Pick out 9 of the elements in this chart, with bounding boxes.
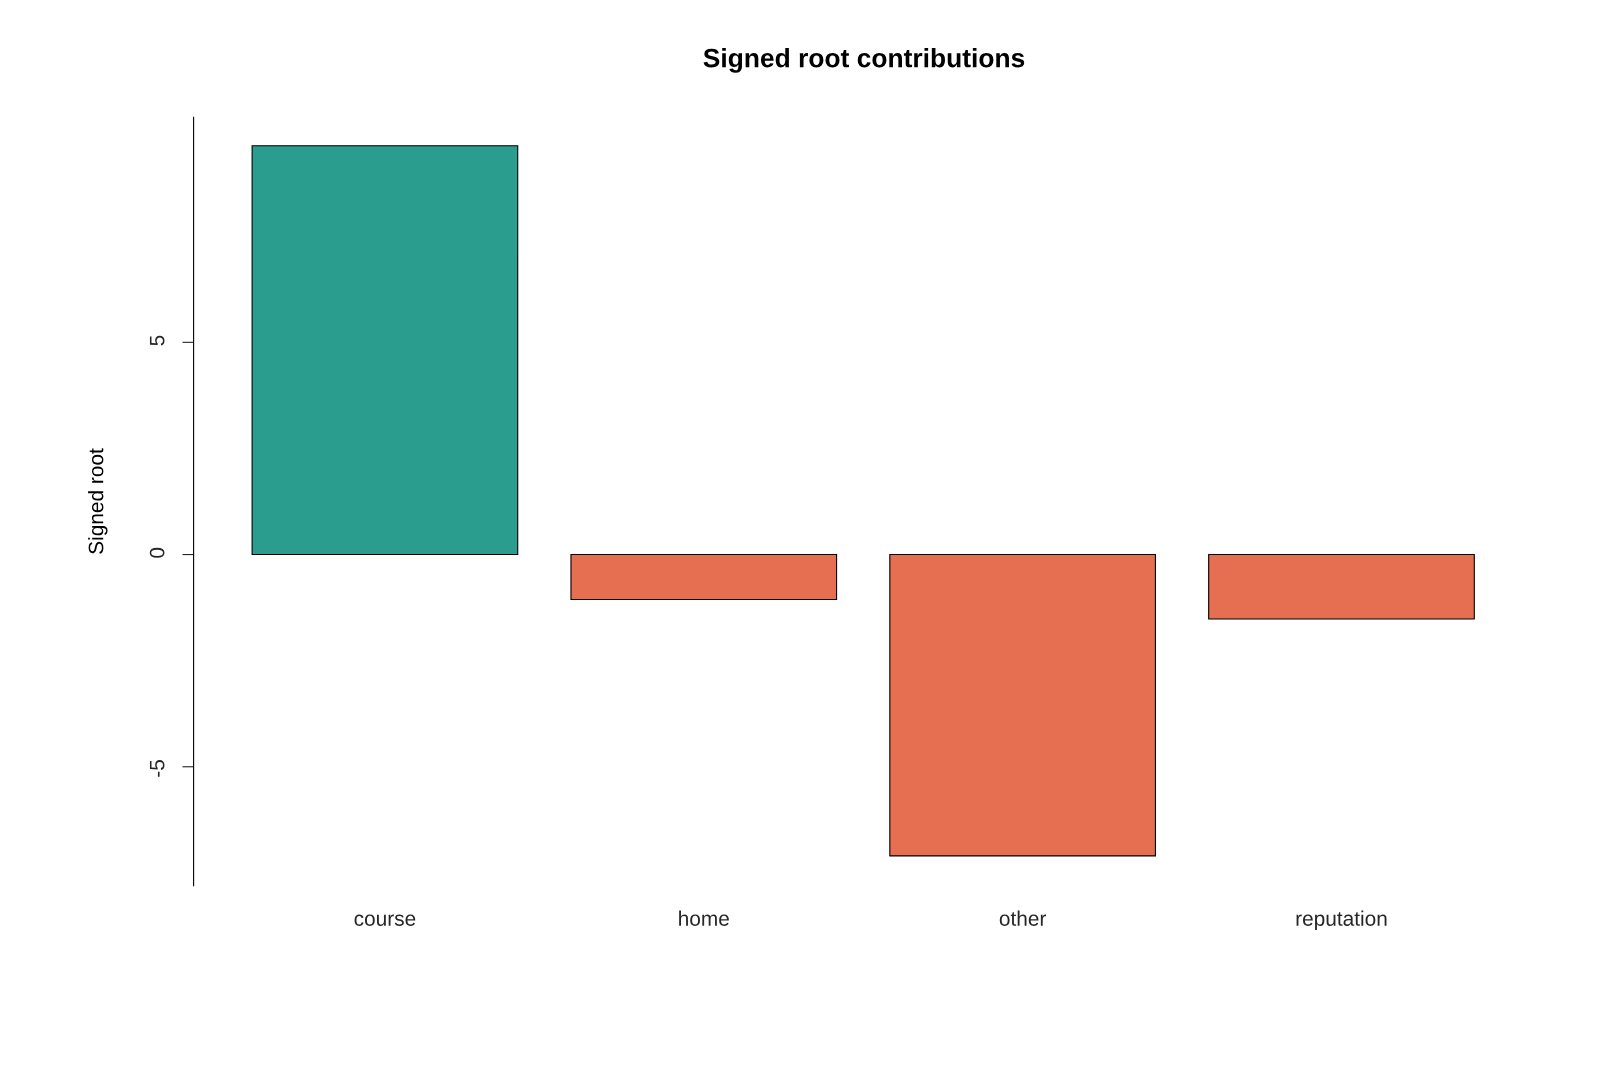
x-tick-label: reputation [1296, 910, 1387, 931]
y-axis-title: Signed root [88, 448, 108, 554]
y-tick-label: 0 [149, 547, 165, 558]
x-tick-label: course [354, 914, 416, 926]
y-tick-label: 5 [149, 335, 165, 346]
y-tick-label: -5 [149, 760, 165, 777]
x-tick-label: home [679, 910, 729, 926]
chart-title: Signed root contributions [703, 48, 1025, 73]
x-tick-label: other [999, 910, 1047, 926]
